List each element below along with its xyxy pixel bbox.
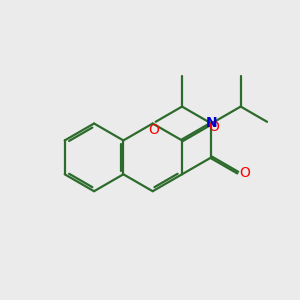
Text: O: O	[239, 166, 250, 180]
Text: N: N	[206, 116, 217, 130]
Text: O: O	[208, 120, 219, 134]
Text: O: O	[148, 123, 159, 137]
